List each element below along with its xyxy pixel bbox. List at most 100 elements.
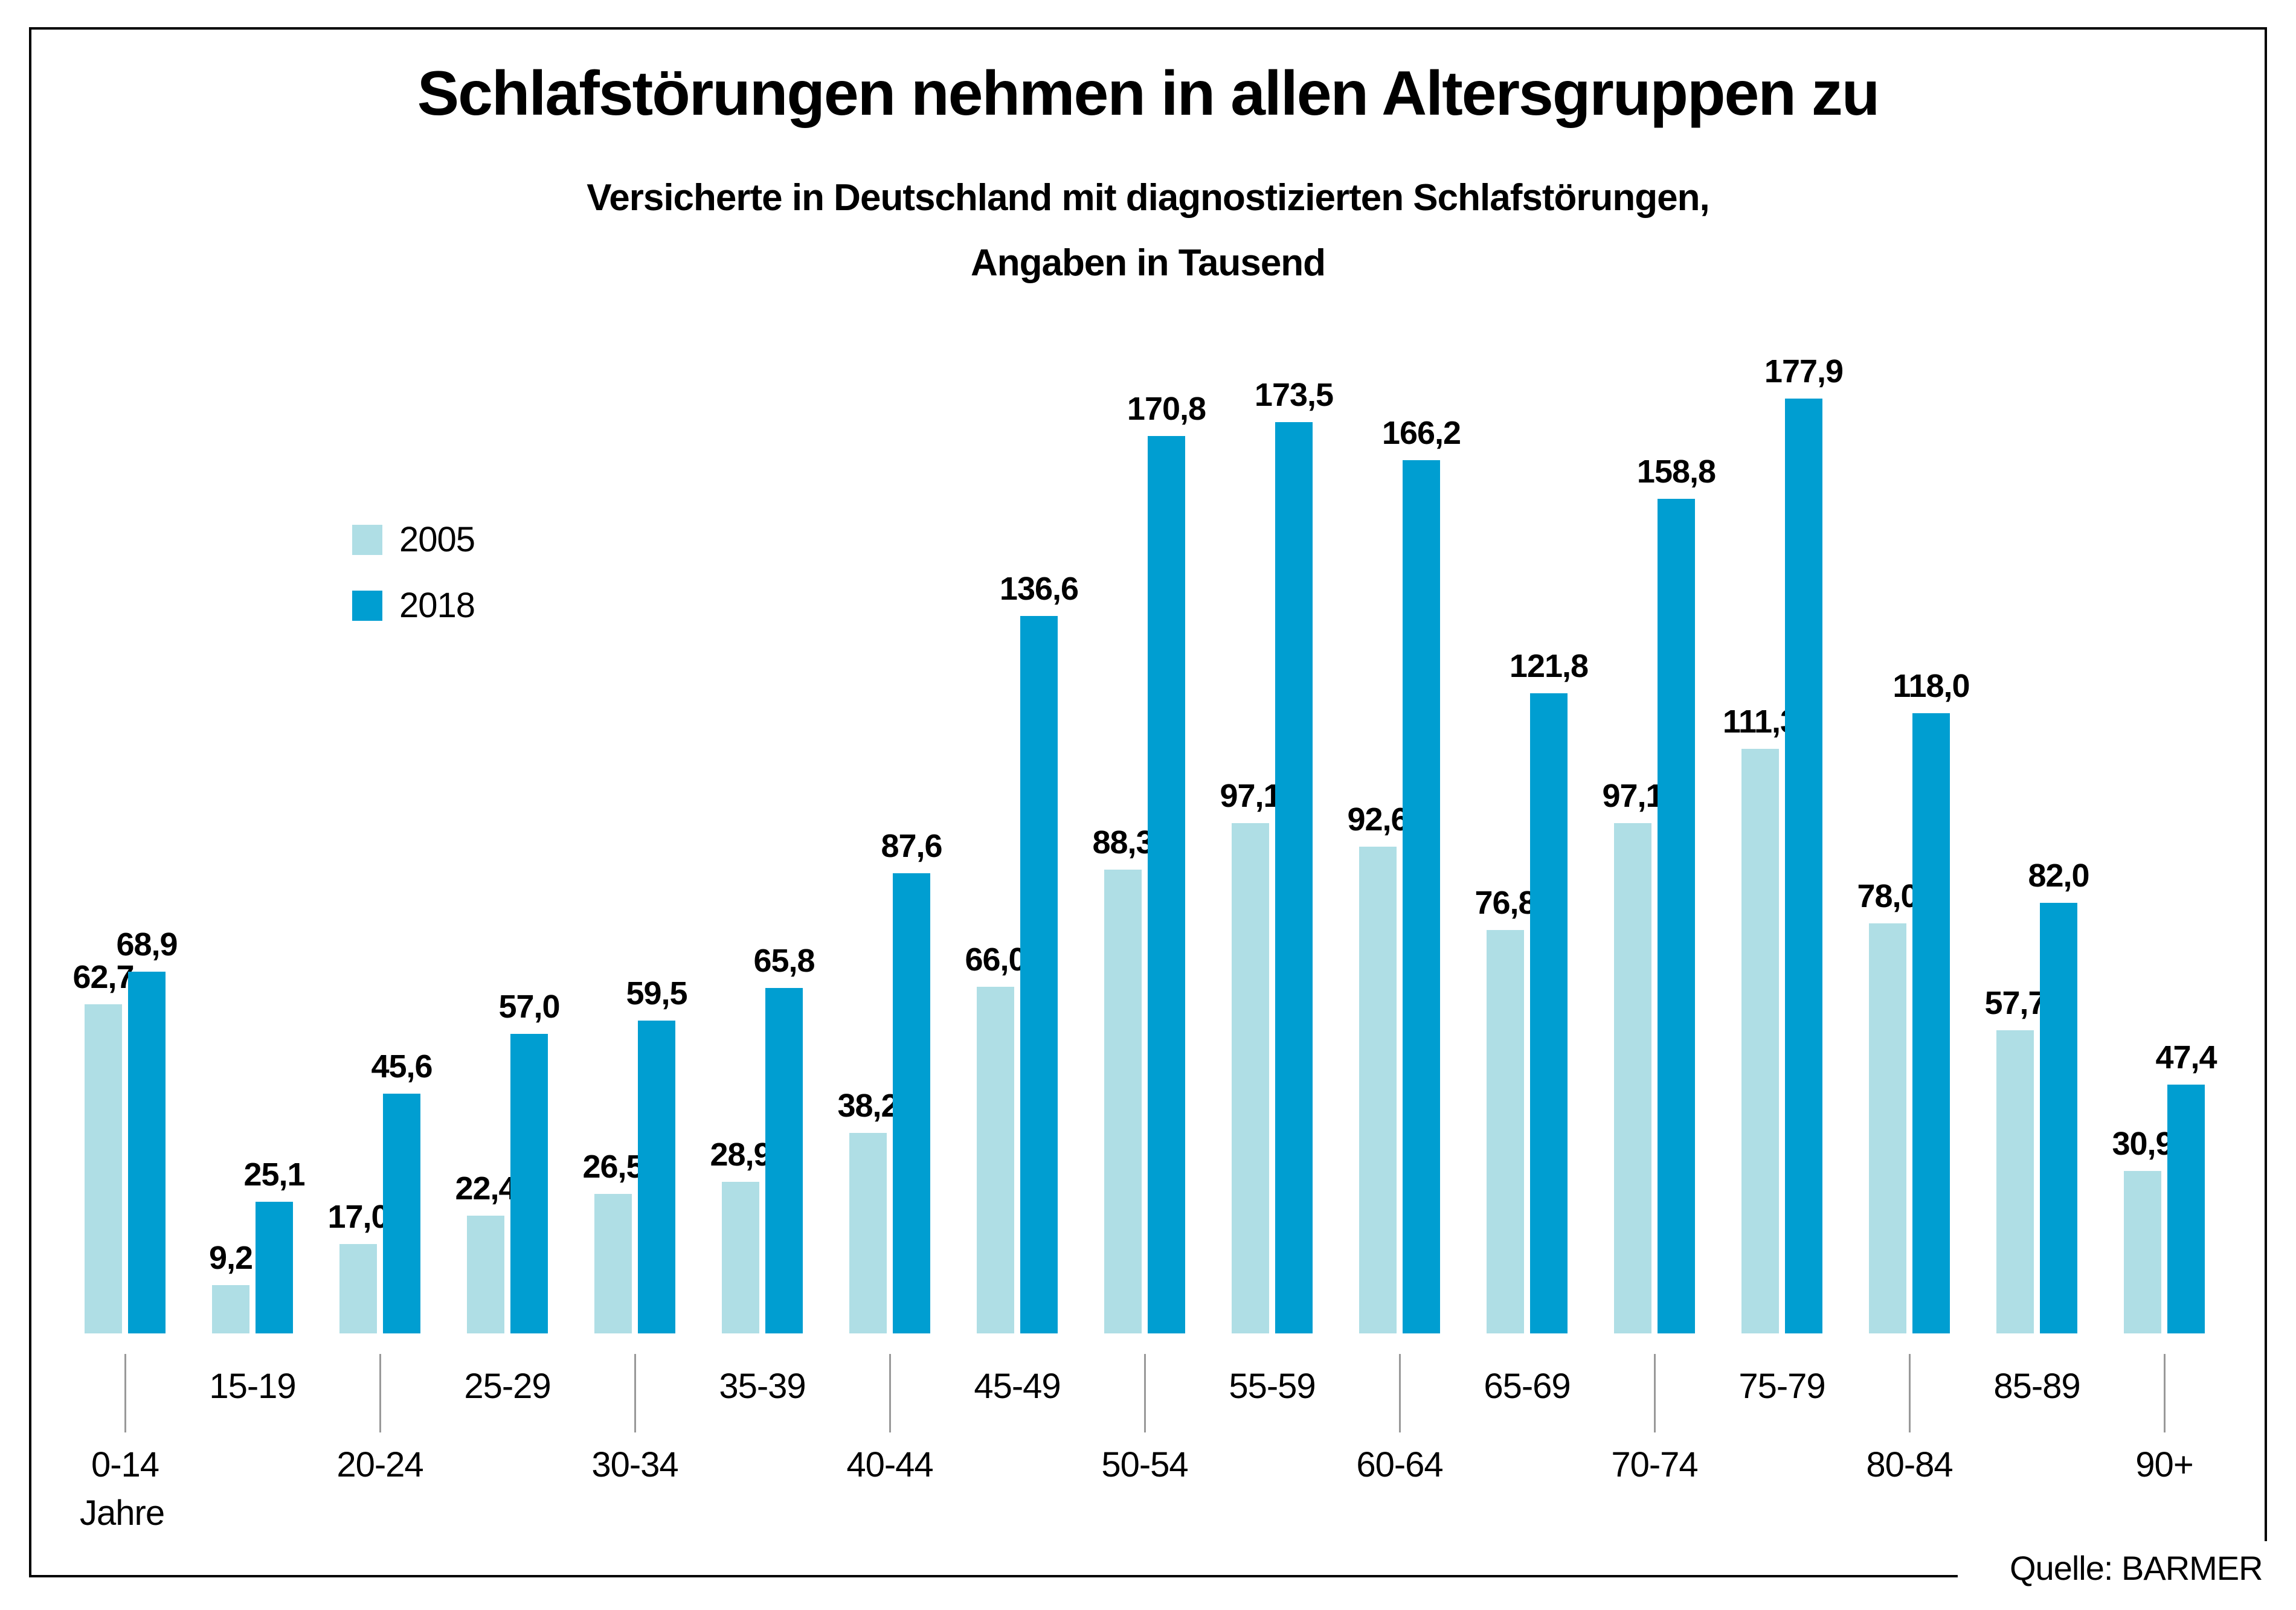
value-label-2018-80-84: 118,0 [1892, 668, 1970, 704]
x-axis-tick-90+ [2164, 1354, 2166, 1432]
legend: 2005 2018 [352, 519, 475, 651]
value-label-2005-30-34: 26,5 [582, 1149, 644, 1185]
x-axis-tick-50-54 [1144, 1354, 1146, 1432]
bar-2005-70-74 [1614, 823, 1651, 1333]
bar-2018-75-79 [1785, 399, 1822, 1333]
bar-2005-55-59 [1232, 823, 1269, 1333]
legend-swatch-2005 [352, 524, 382, 555]
bar-2005-30-34 [594, 1194, 632, 1333]
value-label-2018-55-59: 173,5 [1254, 377, 1334, 413]
value-label-2005-45-49: 66,0 [965, 941, 1026, 978]
bar-2018-25-29 [510, 1034, 548, 1333]
bar-2018-45-49 [1020, 616, 1058, 1333]
chart-subtitle-line2: Angaben in Tausend [970, 242, 1326, 284]
x-axis-label-75-79: 75-79 [1738, 1367, 1825, 1406]
value-label-2018-45-49: 136,6 [999, 571, 1079, 607]
value-label-2005-90+: 30,9 [2112, 1126, 2173, 1162]
bar-2018-55-59 [1275, 422, 1313, 1333]
value-label-2018-0-14: 68,9 [116, 926, 178, 963]
x-axis-label-35-39: 35-39 [719, 1367, 806, 1406]
value-label-2018-75-79: 177,9 [1764, 353, 1844, 390]
bar-2005-35-39 [722, 1182, 759, 1333]
x-axis-label-85-89: 85-89 [1993, 1367, 2080, 1406]
x-axis: Jahre 0-14 15-19 20-24 25-29 30-34 35-39 40-44… [0, 1333, 2296, 1610]
bar-2005-90+ [2124, 1171, 2161, 1333]
legend-label-2018: 2018 [399, 586, 475, 625]
bar-chart-plot: 62,7 68,9 9,2 25,1 17,0 45,6 22,4 57,0 26,5 59,5 2… [72, 353, 2217, 1333]
x-axis-label-30-34: 30-34 [591, 1445, 678, 1484]
value-label-2005-50-54: 88,3 [1092, 824, 1154, 861]
value-label-2005-35-39: 28,9 [710, 1137, 771, 1173]
x-axis-tick-0-14 [124, 1354, 126, 1432]
source-note-box: Quelle: BARMER [1958, 1541, 2296, 1610]
chart-subtitle-line1: Versicherte in Deutschland mit diagnosti… [587, 177, 1709, 219]
bar-2005-85-89 [1996, 1030, 2034, 1333]
x-axis-label-40-44: 40-44 [846, 1445, 933, 1484]
value-label-2005-40-44: 38,2 [837, 1088, 899, 1124]
value-label-2005-20-24: 17,0 [327, 1199, 389, 1235]
value-label-2005-25-29: 22,4 [455, 1170, 516, 1207]
bar-2018-15-19 [256, 1202, 293, 1333]
value-label-2018-40-44: 87,6 [881, 828, 942, 864]
bar-2018-35-39 [765, 988, 803, 1333]
x-axis-label-20-24: 20-24 [336, 1445, 423, 1484]
value-label-2005-15-19: 9,2 [208, 1240, 253, 1276]
bar-2018-60-64 [1403, 460, 1440, 1333]
value-label-2005-85-89: 57,7 [1984, 985, 2046, 1021]
bar-2005-45-49 [977, 987, 1014, 1333]
value-label-2005-55-59: 97,1 [1220, 778, 1281, 814]
legend-item-2005: 2005 [352, 519, 475, 560]
bar-2018-85-89 [2040, 903, 2077, 1333]
x-axis-tick-70-74 [1654, 1354, 1656, 1432]
x-axis-label-25-29: 25-29 [464, 1367, 551, 1406]
value-label-2018-35-39: 65,8 [753, 943, 815, 979]
value-label-2005-0-14: 62,7 [72, 959, 134, 995]
legend-label-2005: 2005 [399, 520, 475, 559]
bar-2005-80-84 [1869, 923, 1906, 1333]
bar-2005-0-14 [85, 1004, 122, 1333]
bar-2018-70-74 [1658, 499, 1695, 1333]
bar-2005-25-29 [467, 1216, 504, 1333]
bar-2018-50-54 [1148, 436, 1185, 1333]
bar-2005-75-79 [1741, 749, 1779, 1333]
bar-2018-40-44 [893, 873, 930, 1333]
value-label-2005-70-74: 97,1 [1602, 778, 1664, 814]
x-axis-label-70-74: 70-74 [1611, 1445, 1698, 1484]
bar-2018-80-84 [1912, 713, 1950, 1333]
x-axis-label-65-69: 65-69 [1484, 1367, 1571, 1406]
x-axis-tick-40-44 [889, 1354, 891, 1432]
x-axis-tick-80-84 [1909, 1354, 1911, 1432]
legend-item-2018: 2018 [352, 585, 475, 626]
bar-2018-90+ [2167, 1085, 2205, 1333]
x-axis-tick-30-34 [634, 1354, 636, 1432]
value-label-2018-85-89: 82,0 [2028, 858, 2089, 894]
x-axis-label-80-84: 80-84 [1866, 1445, 1953, 1484]
bar-2005-60-64 [1359, 847, 1397, 1333]
value-label-2005-65-69: 76,8 [1474, 885, 1536, 921]
value-label-2018-60-64: 166,2 [1381, 415, 1461, 451]
bar-2018-0-14 [128, 972, 166, 1333]
bar-2018-65-69 [1530, 693, 1568, 1333]
value-label-2018-25-29: 57,0 [498, 989, 560, 1025]
x-axis-label-50-54: 50-54 [1101, 1445, 1188, 1484]
bar-2018-20-24 [383, 1094, 420, 1333]
value-label-2018-70-74: 158,8 [1636, 454, 1716, 490]
x-axis-label-0-14: 0-14 [91, 1445, 159, 1484]
bar-2005-15-19 [212, 1285, 249, 1333]
value-label-2018-90+: 47,4 [2155, 1039, 2217, 1076]
bar-2005-40-44 [849, 1133, 887, 1333]
x-axis-label-60-64: 60-64 [1356, 1445, 1443, 1484]
x-axis-label-45-49: 45-49 [974, 1367, 1061, 1406]
bar-2018-30-34 [638, 1021, 675, 1333]
chart-title: Schlafstörungen nehmen in allen Altersgr… [417, 59, 1880, 129]
x-axis-label-90+: 90+ [2135, 1445, 2193, 1484]
x-axis-unit-label: Jahre [80, 1493, 165, 1533]
value-label-2018-15-19: 25,1 [243, 1156, 305, 1193]
bar-2005-20-24 [339, 1244, 377, 1333]
bar-2005-65-69 [1487, 930, 1524, 1333]
value-label-2005-80-84: 78,0 [1857, 878, 1918, 914]
value-label-2018-30-34: 59,5 [626, 975, 687, 1012]
source-note: Quelle: BARMER [2010, 1549, 2263, 1587]
x-axis-label-55-59: 55-59 [1229, 1367, 1316, 1406]
